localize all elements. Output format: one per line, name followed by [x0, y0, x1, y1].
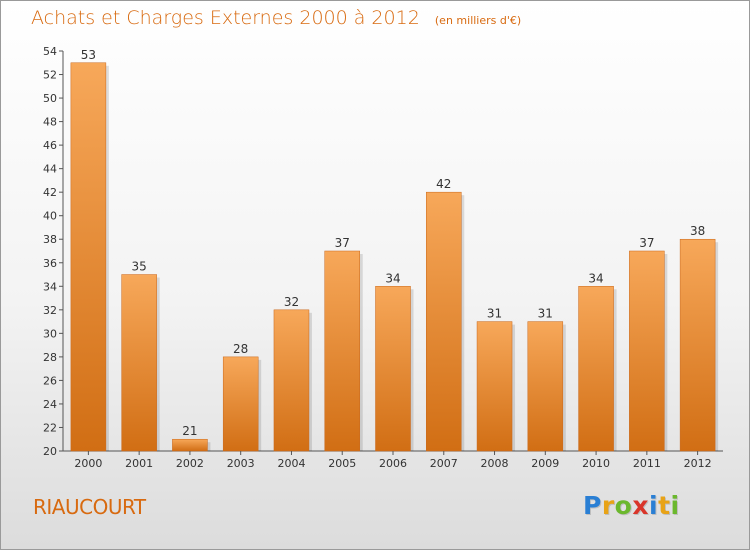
brand-letter: P: [583, 491, 602, 520]
bar-value-label: 53: [81, 48, 96, 62]
brand-letter: r: [601, 491, 615, 520]
title-row: Achats et Charges Externes 2000 à 2012 (…: [31, 7, 521, 29]
bar: [476, 321, 513, 452]
y-tick-label: 38: [43, 233, 57, 246]
brand-letter: t: [658, 491, 671, 520]
chart-title: Achats et Charges Externes 2000 à 2012: [31, 7, 420, 29]
y-tick-label: 42: [43, 186, 57, 199]
bar-value-label: 34: [588, 271, 603, 285]
bar: [172, 438, 208, 452]
y-tick-label: 36: [43, 257, 57, 270]
proxiti-logo: Proxiti: [583, 491, 680, 520]
y-tick-label: 46: [43, 139, 57, 152]
x-tick-label: 2005: [328, 457, 356, 470]
x-tick-label: 2011: [633, 457, 661, 470]
bar: [273, 309, 310, 452]
bar: [578, 286, 614, 452]
bar-value-label: 31: [538, 307, 553, 321]
bar-value-label: 31: [487, 307, 502, 321]
y-tick-label: 54: [43, 45, 57, 58]
brand-letter: i: [670, 491, 680, 520]
x-tick-label: 2002: [176, 457, 204, 470]
x-tick-label: 2012: [684, 457, 712, 470]
bar: [629, 250, 665, 452]
x-tick-label: 2008: [481, 457, 509, 470]
chart-subtitle: (en milliers d'€): [434, 14, 522, 27]
bar: [222, 356, 259, 452]
y-tick-label: 24: [43, 398, 57, 411]
bar-value-label: 37: [639, 236, 654, 250]
y-tick-label: 40: [43, 210, 57, 223]
bar: [324, 250, 360, 452]
brand-letter: o: [614, 491, 633, 520]
y-tick-label: 48: [43, 116, 57, 129]
y-tick-label: 20: [43, 445, 57, 458]
y-tick-label: 32: [43, 304, 57, 317]
bar: [70, 62, 107, 452]
bar-value-label: 34: [385, 271, 400, 285]
place-name: RIAUCOURT: [33, 495, 146, 519]
bar-value-label: 32: [284, 295, 299, 309]
x-tick-label: 2009: [531, 457, 559, 470]
bar-value-label: 37: [335, 236, 350, 250]
x-tick-label: 2000: [74, 457, 102, 470]
x-tick-label: 2001: [125, 457, 153, 470]
bar-value-label: 21: [182, 424, 197, 438]
y-tick-label: 44: [43, 163, 57, 176]
bar-value-label: 42: [436, 177, 451, 191]
bar-value-label: 35: [132, 260, 147, 274]
y-tick-label: 34: [43, 280, 57, 293]
bar: [527, 321, 564, 452]
brand-letter: x: [632, 491, 649, 520]
y-tick-label: 28: [43, 351, 57, 364]
x-tick-label: 2007: [430, 457, 458, 470]
bar-value-label: 38: [690, 224, 705, 238]
bar-value-label: 28: [233, 342, 248, 356]
bar: [121, 274, 157, 452]
y-tick-label: 30: [43, 327, 57, 340]
x-tick-label: 2003: [227, 457, 255, 470]
y-tick-label: 22: [43, 421, 57, 434]
y-tick-label: 50: [43, 92, 57, 105]
x-tick-label: 2004: [277, 457, 305, 470]
bar: [375, 286, 411, 452]
x-tick-label: 2010: [582, 457, 610, 470]
x-tick-label: 2006: [379, 457, 407, 470]
brand-letter: i: [649, 491, 659, 520]
y-tick-label: 26: [43, 374, 57, 387]
y-tick-label: 52: [43, 69, 57, 82]
bar: [679, 238, 716, 452]
bar: [426, 191, 462, 452]
